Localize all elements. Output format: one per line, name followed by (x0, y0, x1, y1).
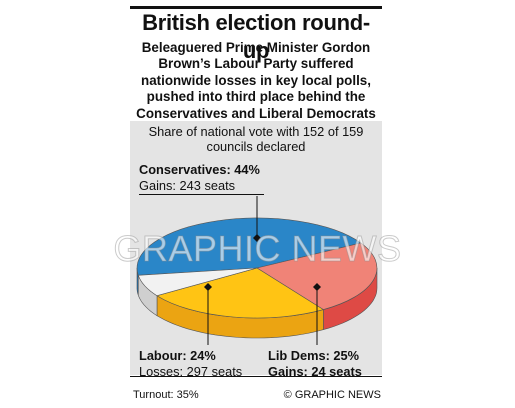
libdems-seats: Gains: 24 seats (268, 363, 362, 379)
conservatives-label-rule (139, 194, 264, 195)
conservatives-share: Conservatives: 44% (139, 162, 260, 177)
chart-subtitle: Beleaguered Prime Minister Gordon Brown’… (136, 40, 376, 121)
pie-slice-conservatives (136, 217, 362, 276)
pie-tops (136, 217, 378, 319)
pie-slice-others (137, 267, 258, 297)
conservatives-label: Conservatives: 44% Gains: 243 seats (139, 162, 260, 193)
turnout-note: Turnout: 35% (133, 389, 199, 401)
libdems-label: Lib Dems: 25% Gains: 24 seats (268, 348, 362, 379)
pie-slice-libdems (156, 267, 325, 319)
conservatives-seats: Gains: 243 seats (139, 177, 236, 193)
chart-title: British election round-up (142, 10, 370, 63)
labour-share: Labour: 24% (139, 348, 216, 363)
pie-slice-labour (256, 242, 378, 310)
footer-rule (130, 376, 382, 377)
labour-seats: Losses: 297 seats (139, 363, 243, 379)
credit: © GRAPHIC NEWS (283, 389, 381, 401)
leader-marker-libdems (313, 283, 321, 291)
labour-label: Labour: 24% Losses: 297 seats (139, 348, 242, 379)
leader-marker-labour (204, 283, 212, 291)
watermark: GRAPHIC NEWS (113, 228, 402, 270)
pie-leaders (204, 196, 321, 345)
leader-marker-conservatives (253, 234, 261, 242)
title-rule (130, 6, 382, 9)
pie-caption: Share of national vote with 152 of 159 c… (148, 124, 364, 154)
libdems-share: Lib Dems: 25% (268, 348, 360, 363)
